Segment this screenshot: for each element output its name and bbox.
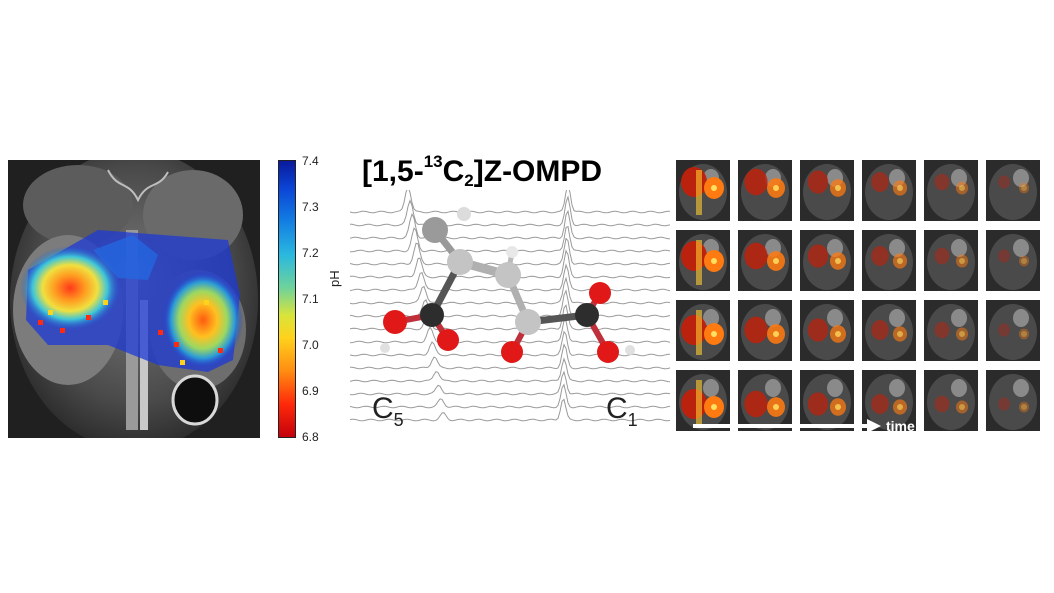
time-frame (986, 160, 1040, 221)
colorbar-tick: 6.8 (302, 430, 319, 444)
spectrum-trace (350, 357, 670, 383)
colorbar-tick: 6.9 (302, 384, 319, 398)
carbon-label-c1: C1 (606, 392, 638, 430)
colorbar-tick: 7.0 (302, 338, 319, 352)
time-frame (676, 370, 730, 431)
colorbar-tick: 7.1 (302, 292, 319, 306)
spectrum-trace (350, 383, 670, 409)
colorbar-tick: 7.2 (302, 246, 319, 260)
time-frame (924, 370, 978, 431)
time-frame (800, 370, 854, 431)
molecule-model (380, 207, 635, 363)
spectrum-trace (350, 398, 670, 422)
spectrum-trace (350, 190, 670, 214)
compound-title: [1,5-13C2]Z-OMPD (362, 152, 603, 190)
time-frame (800, 230, 854, 291)
time-frame (862, 160, 916, 221)
time-frame (738, 160, 792, 221)
time-label: time (886, 418, 915, 434)
time-frame (986, 300, 1040, 361)
time-frame (738, 300, 792, 361)
time-frame (986, 230, 1040, 291)
carbon-label-c5: C5 (372, 392, 404, 430)
spectrum-trace (350, 343, 670, 370)
time-frame (862, 300, 916, 361)
time-frame (924, 230, 978, 291)
spectrum-trace (350, 263, 670, 292)
time-frame (862, 230, 916, 291)
spectrum-trace (350, 195, 670, 227)
time-series-grid (676, 160, 1048, 440)
time-frame (676, 300, 730, 361)
colorbar-label: pH (327, 270, 342, 287)
spectrum-trace (350, 370, 670, 396)
time-frame (924, 160, 978, 221)
colorbar-tick: 7.3 (302, 200, 319, 214)
time-frame (800, 300, 854, 361)
time-frame (924, 300, 978, 361)
time-frame (986, 370, 1040, 431)
time-frame (676, 230, 730, 291)
colorbar-tick: 7.4 (302, 154, 319, 168)
time-frame (738, 370, 792, 431)
time-frame (676, 160, 730, 221)
ph-colorbar (278, 160, 296, 438)
time-frame (738, 230, 792, 291)
spectrum-trace (350, 276, 670, 305)
time-arrow (693, 419, 881, 433)
time-frame (800, 160, 854, 221)
spectrum-trace (350, 209, 670, 240)
stacked-nmr-spectra (350, 190, 670, 422)
mri-ph-map (8, 160, 260, 438)
